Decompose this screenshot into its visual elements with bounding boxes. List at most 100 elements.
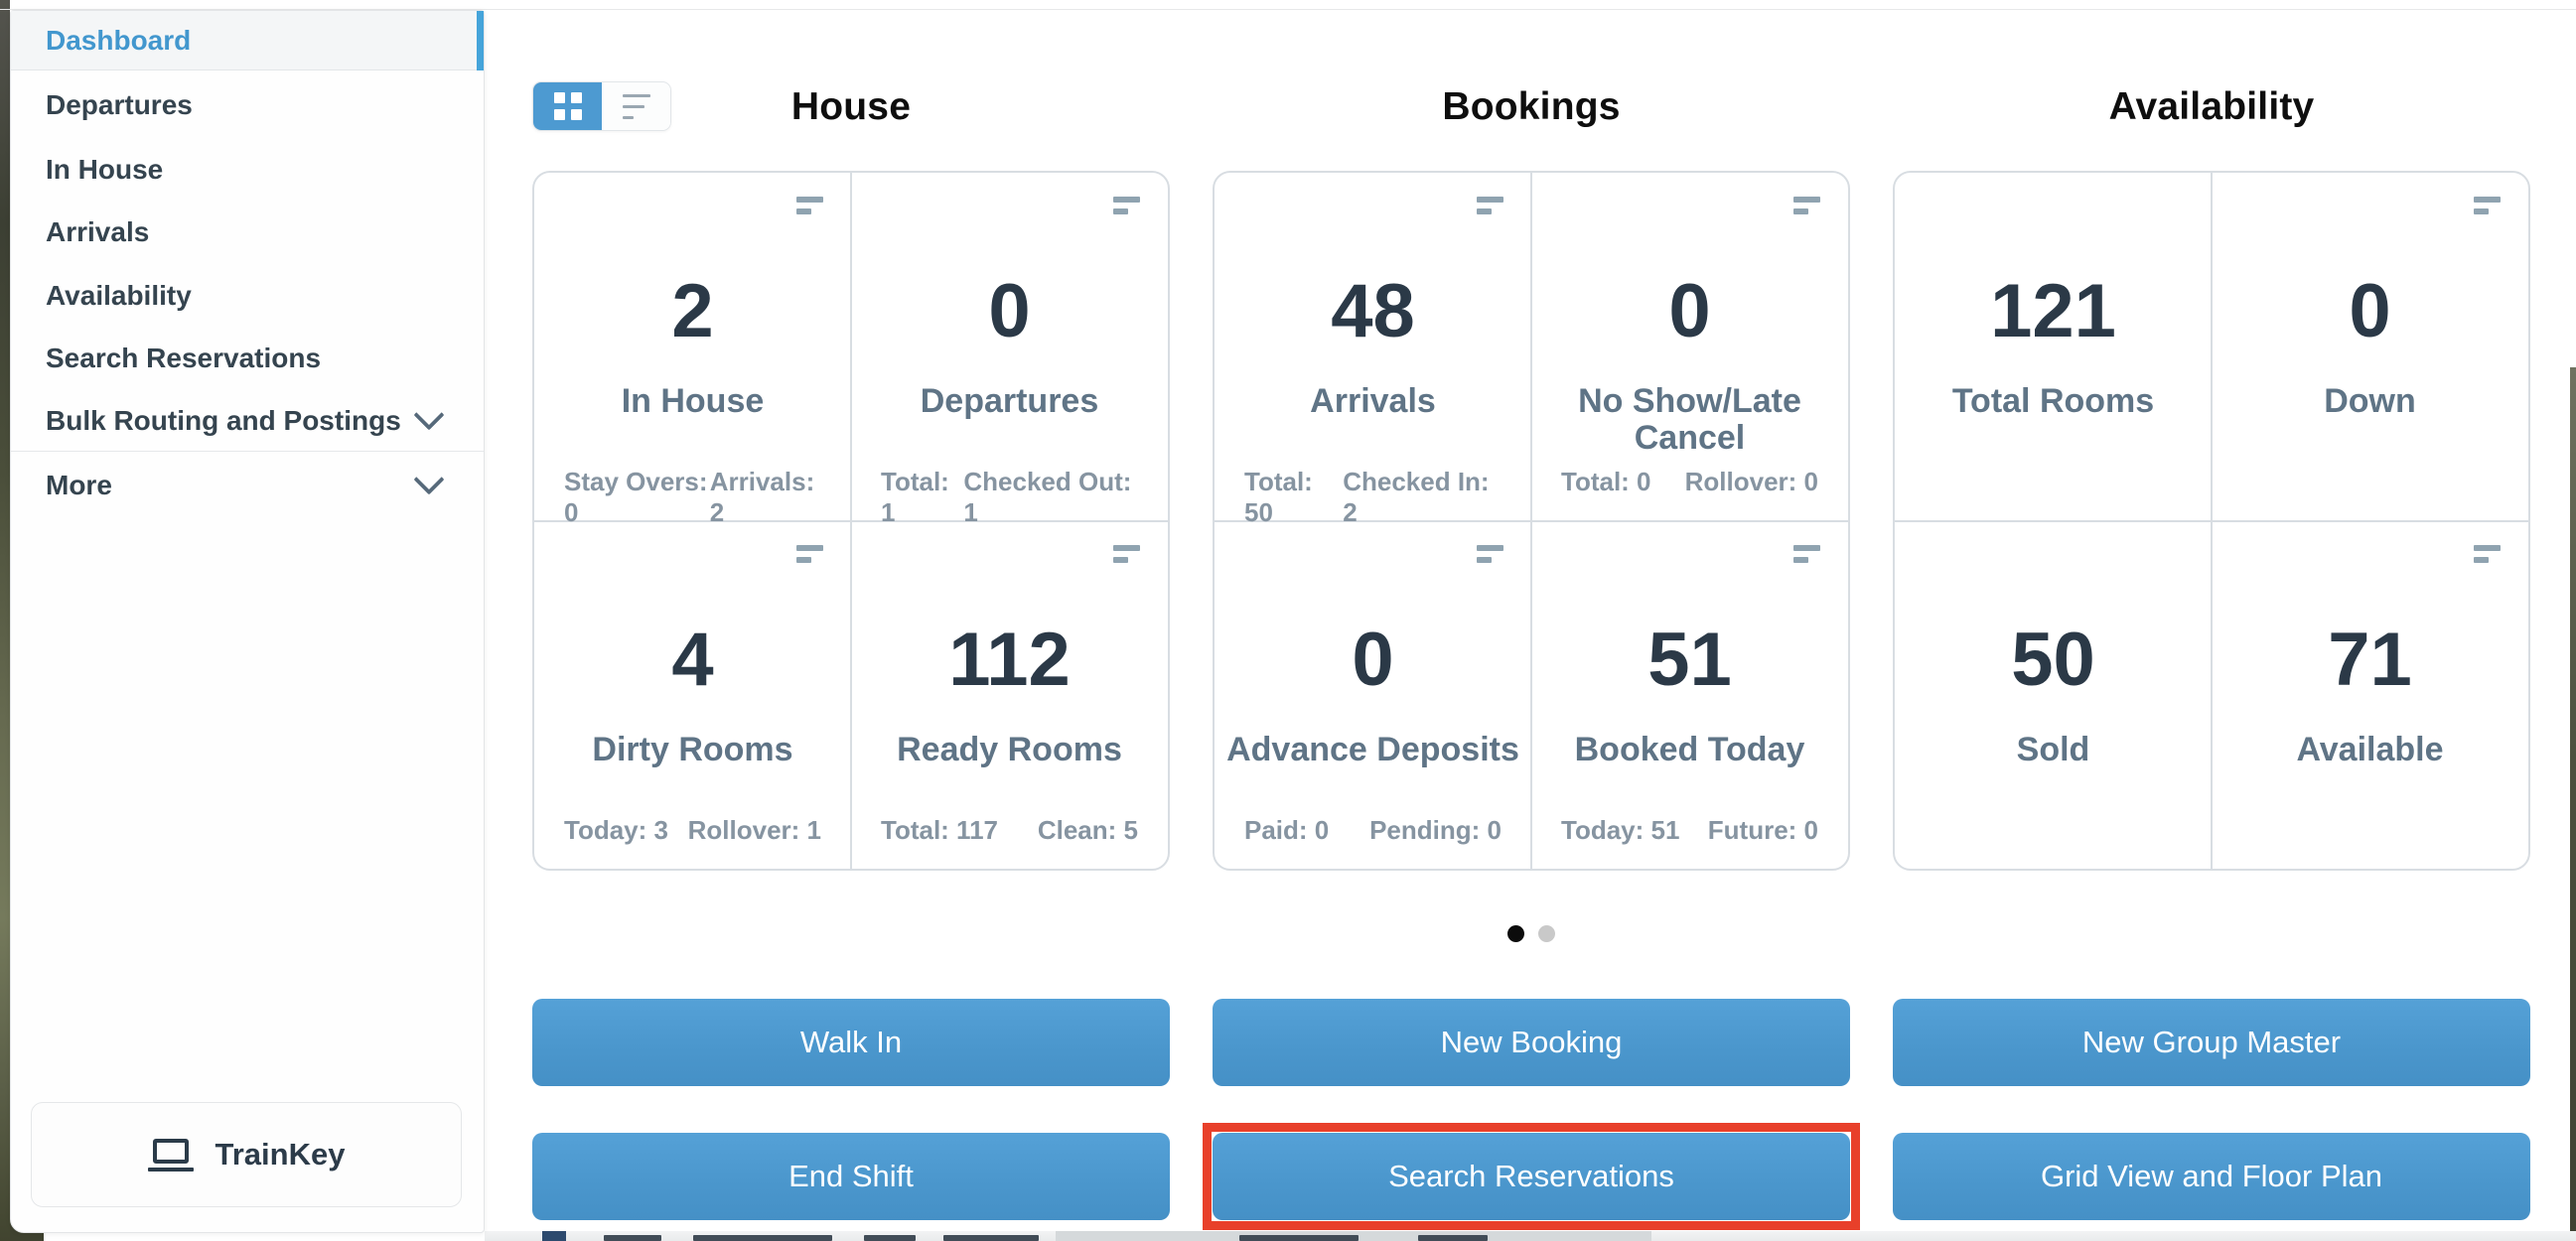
list-view-icon (622, 93, 650, 119)
grid-view-icon (553, 92, 582, 120)
sidebar-item-label: Arrivals (46, 216, 150, 247)
sidebar-item-more[interactable]: More (11, 454, 484, 517)
trainkey-button[interactable]: TrainKey (31, 1102, 462, 1207)
card-available[interactable]: 71 Available (2212, 521, 2528, 869)
view-toggle (532, 81, 671, 131)
stat-label: Total Rooms (1951, 382, 2155, 420)
card-menu-icon[interactable] (1477, 197, 1503, 214)
sidebar-item-search-reservations[interactable]: Search Reservations (11, 327, 484, 390)
list-view-toggle[interactable] (602, 82, 670, 130)
substat: Checked Out: 1 (963, 467, 1132, 527)
sidebar-item-label: Search Reservations (46, 343, 322, 373)
card-booked-today[interactable]: 51 Booked Today Today: 51 Future: 0 (1531, 521, 1848, 869)
stat-substats: Paid: 0 Pending: 0 (1215, 815, 1531, 846)
trainkey-label: TrainKey (215, 1137, 346, 1172)
stat-value: 50 (2011, 618, 2095, 702)
clipped-text (1418, 1235, 1488, 1241)
stat-value: 2 (671, 269, 714, 353)
card-down[interactable]: 0 Down (2212, 173, 2528, 520)
clipped-bottom-content (485, 1231, 2576, 1241)
stat-value: 0 (2349, 269, 2391, 353)
card-in-house[interactable]: 2 In House Stay Overs: 0 Arrivals: 2 (534, 173, 851, 527)
carousel-dot-2[interactable] (1538, 925, 1555, 942)
sidebar-item-bulk-routing-and-postings[interactable]: Bulk Routing and Postings (11, 389, 484, 453)
new-group-master-button[interactable]: New Group Master (1893, 999, 2530, 1086)
house-card-group: 2 In House Stay Overs: 0 Arrivals: 2 0 D… (532, 171, 1170, 871)
carousel-dots (1507, 925, 1555, 942)
card-menu-icon[interactable] (1113, 545, 1140, 563)
sidebar-item-availability[interactable]: Availability (11, 264, 484, 328)
card-ready-rooms[interactable]: 112 Ready Rooms Total: 117 Clean: 5 (851, 521, 1168, 869)
card-no-show-late-cancel[interactable]: 0 No Show/Late Cancel Total: 0 Rollover:… (1531, 173, 1848, 520)
group-divider-horizontal (1215, 519, 1848, 522)
chevron-down-icon (413, 399, 445, 431)
substat: Rollover: 1 (687, 815, 821, 845)
sidebar-item-label: Departures (46, 89, 193, 120)
grid-view-toggle[interactable] (533, 82, 602, 130)
background-photo-right-edge (2570, 367, 2576, 1241)
clipped-text (864, 1235, 916, 1241)
card-arrivals[interactable]: 48 Arrivals Total: 50 Checked In: 2 (1215, 173, 1531, 527)
sidebar-item-dashboard[interactable]: Dashboard (11, 11, 484, 70)
sidebar-item-arrivals[interactable]: Arrivals (11, 201, 484, 264)
section-title-house: House (790, 85, 912, 128)
card-dirty-rooms[interactable]: 4 Dirty Rooms Today: 3 Rollover: 1 (534, 521, 851, 869)
end-shift-button[interactable]: End Shift (532, 1133, 1170, 1220)
card-menu-icon[interactable] (1477, 545, 1503, 563)
sidebar-item-in-house[interactable]: In House (11, 138, 484, 202)
stat-value: 48 (1331, 269, 1415, 353)
button-label: New Booking (1440, 1025, 1623, 1059)
clipped-element (542, 1231, 566, 1241)
bookings-card-group: 48 Arrivals Total: 50 Checked In: 2 0 No… (1213, 171, 1850, 871)
sidebar-item-label: Availability (46, 280, 192, 311)
card-sold[interactable]: 50 Sold (1895, 521, 2212, 869)
grid-view-floor-plan-button[interactable]: Grid View and Floor Plan (1893, 1133, 2530, 1220)
stat-substats: Total: 0 Rollover: 0 (1531, 467, 1848, 497)
search-reservations-button[interactable]: Search Reservations (1213, 1133, 1850, 1220)
substat: Clean: 5 (1037, 815, 1138, 845)
card-total-rooms[interactable]: 121 Total Rooms (1895, 173, 2212, 520)
group-divider-horizontal (534, 519, 1168, 522)
stat-substats: Today: 3 Rollover: 1 (534, 815, 851, 846)
carousel-dot-1[interactable] (1507, 925, 1524, 942)
substat: Pending: 0 (1369, 815, 1502, 845)
sidebar-item-departures[interactable]: Departures (11, 73, 484, 137)
stat-value: 112 (948, 618, 1071, 702)
clipped-text (693, 1235, 832, 1241)
active-item-indicator (477, 11, 484, 70)
button-label: Grid View and Floor Plan (2040, 1159, 2383, 1193)
stat-substats: Total: 50 Checked In: 2 (1215, 467, 1531, 528)
new-booking-button[interactable]: New Booking (1213, 999, 1850, 1086)
substat: Today: 3 (564, 815, 668, 845)
sidebar-item-label: Bulk Routing and Postings (46, 405, 401, 436)
stat-value: 71 (2328, 618, 2412, 702)
sidebar-divider (11, 451, 484, 452)
substat: Total: 0 (1561, 467, 1651, 496)
card-menu-icon[interactable] (2474, 197, 2501, 214)
laptop-icon (147, 1138, 194, 1172)
card-menu-icon[interactable] (1793, 545, 1820, 563)
stat-label: Dirty Rooms (592, 731, 793, 768)
stat-value: 0 (1668, 269, 1711, 353)
stat-value: 51 (1647, 618, 1732, 702)
card-advance-deposits[interactable]: 0 Advance Deposits Paid: 0 Pending: 0 (1215, 521, 1531, 869)
stat-value: 0 (1352, 618, 1394, 702)
card-menu-icon[interactable] (796, 545, 823, 563)
substat: Checked In: 2 (1343, 467, 1490, 527)
substat: Rollover: 0 (1684, 467, 1818, 496)
stat-value: 0 (988, 269, 1031, 353)
chevron-down-icon (413, 464, 445, 495)
card-departures[interactable]: 0 Departures Total: 1 Checked Out: 1 (851, 173, 1168, 527)
top-border-line (0, 9, 2576, 10)
stat-label: Advance Deposits (1226, 731, 1519, 768)
walk-in-button[interactable]: Walk In (532, 999, 1170, 1086)
stat-label: In House (621, 382, 765, 420)
substat: Arrivals: 2 (709, 467, 815, 527)
card-menu-icon[interactable] (1793, 197, 1820, 214)
card-menu-icon[interactable] (796, 197, 823, 214)
card-menu-icon[interactable] (1113, 197, 1140, 214)
stat-label: Available (2296, 731, 2444, 768)
substat: Total: 50 (1244, 467, 1313, 527)
card-menu-icon[interactable] (2474, 545, 2501, 563)
stat-label: Sold (2016, 731, 2090, 768)
